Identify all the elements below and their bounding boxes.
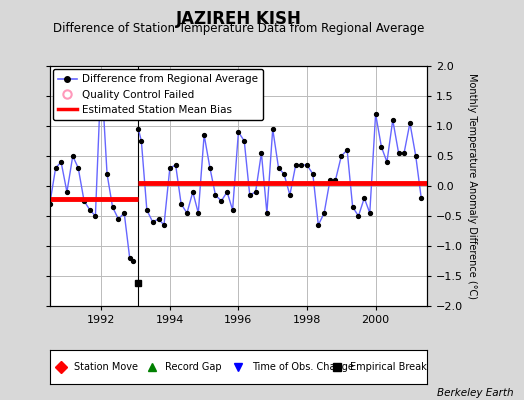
Y-axis label: Monthly Temperature Anomaly Difference (°C): Monthly Temperature Anomaly Difference (… xyxy=(467,73,477,299)
Text: Station Move: Station Move xyxy=(74,362,138,372)
Legend: Difference from Regional Average, Quality Control Failed, Estimated Station Mean: Difference from Regional Average, Qualit… xyxy=(53,69,263,120)
Text: Difference of Station Temperature Data from Regional Average: Difference of Station Temperature Data f… xyxy=(53,22,424,35)
Text: Empirical Break: Empirical Break xyxy=(350,362,427,372)
Text: Time of Obs. Change: Time of Obs. Change xyxy=(252,362,354,372)
Text: JAZIREH KISH: JAZIREH KISH xyxy=(176,10,301,28)
Text: Record Gap: Record Gap xyxy=(165,362,222,372)
Text: Berkeley Earth: Berkeley Earth xyxy=(437,388,514,398)
